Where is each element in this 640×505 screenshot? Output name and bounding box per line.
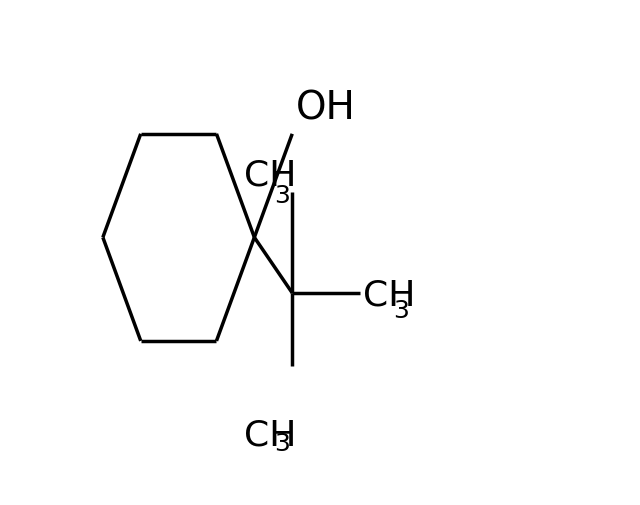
Text: 3: 3 <box>275 184 291 208</box>
Text: CH: CH <box>363 278 415 313</box>
Text: CH: CH <box>244 418 296 452</box>
Text: OH: OH <box>296 89 356 127</box>
Text: CH: CH <box>244 159 296 193</box>
Text: 3: 3 <box>275 432 291 457</box>
Text: 3: 3 <box>393 298 409 323</box>
